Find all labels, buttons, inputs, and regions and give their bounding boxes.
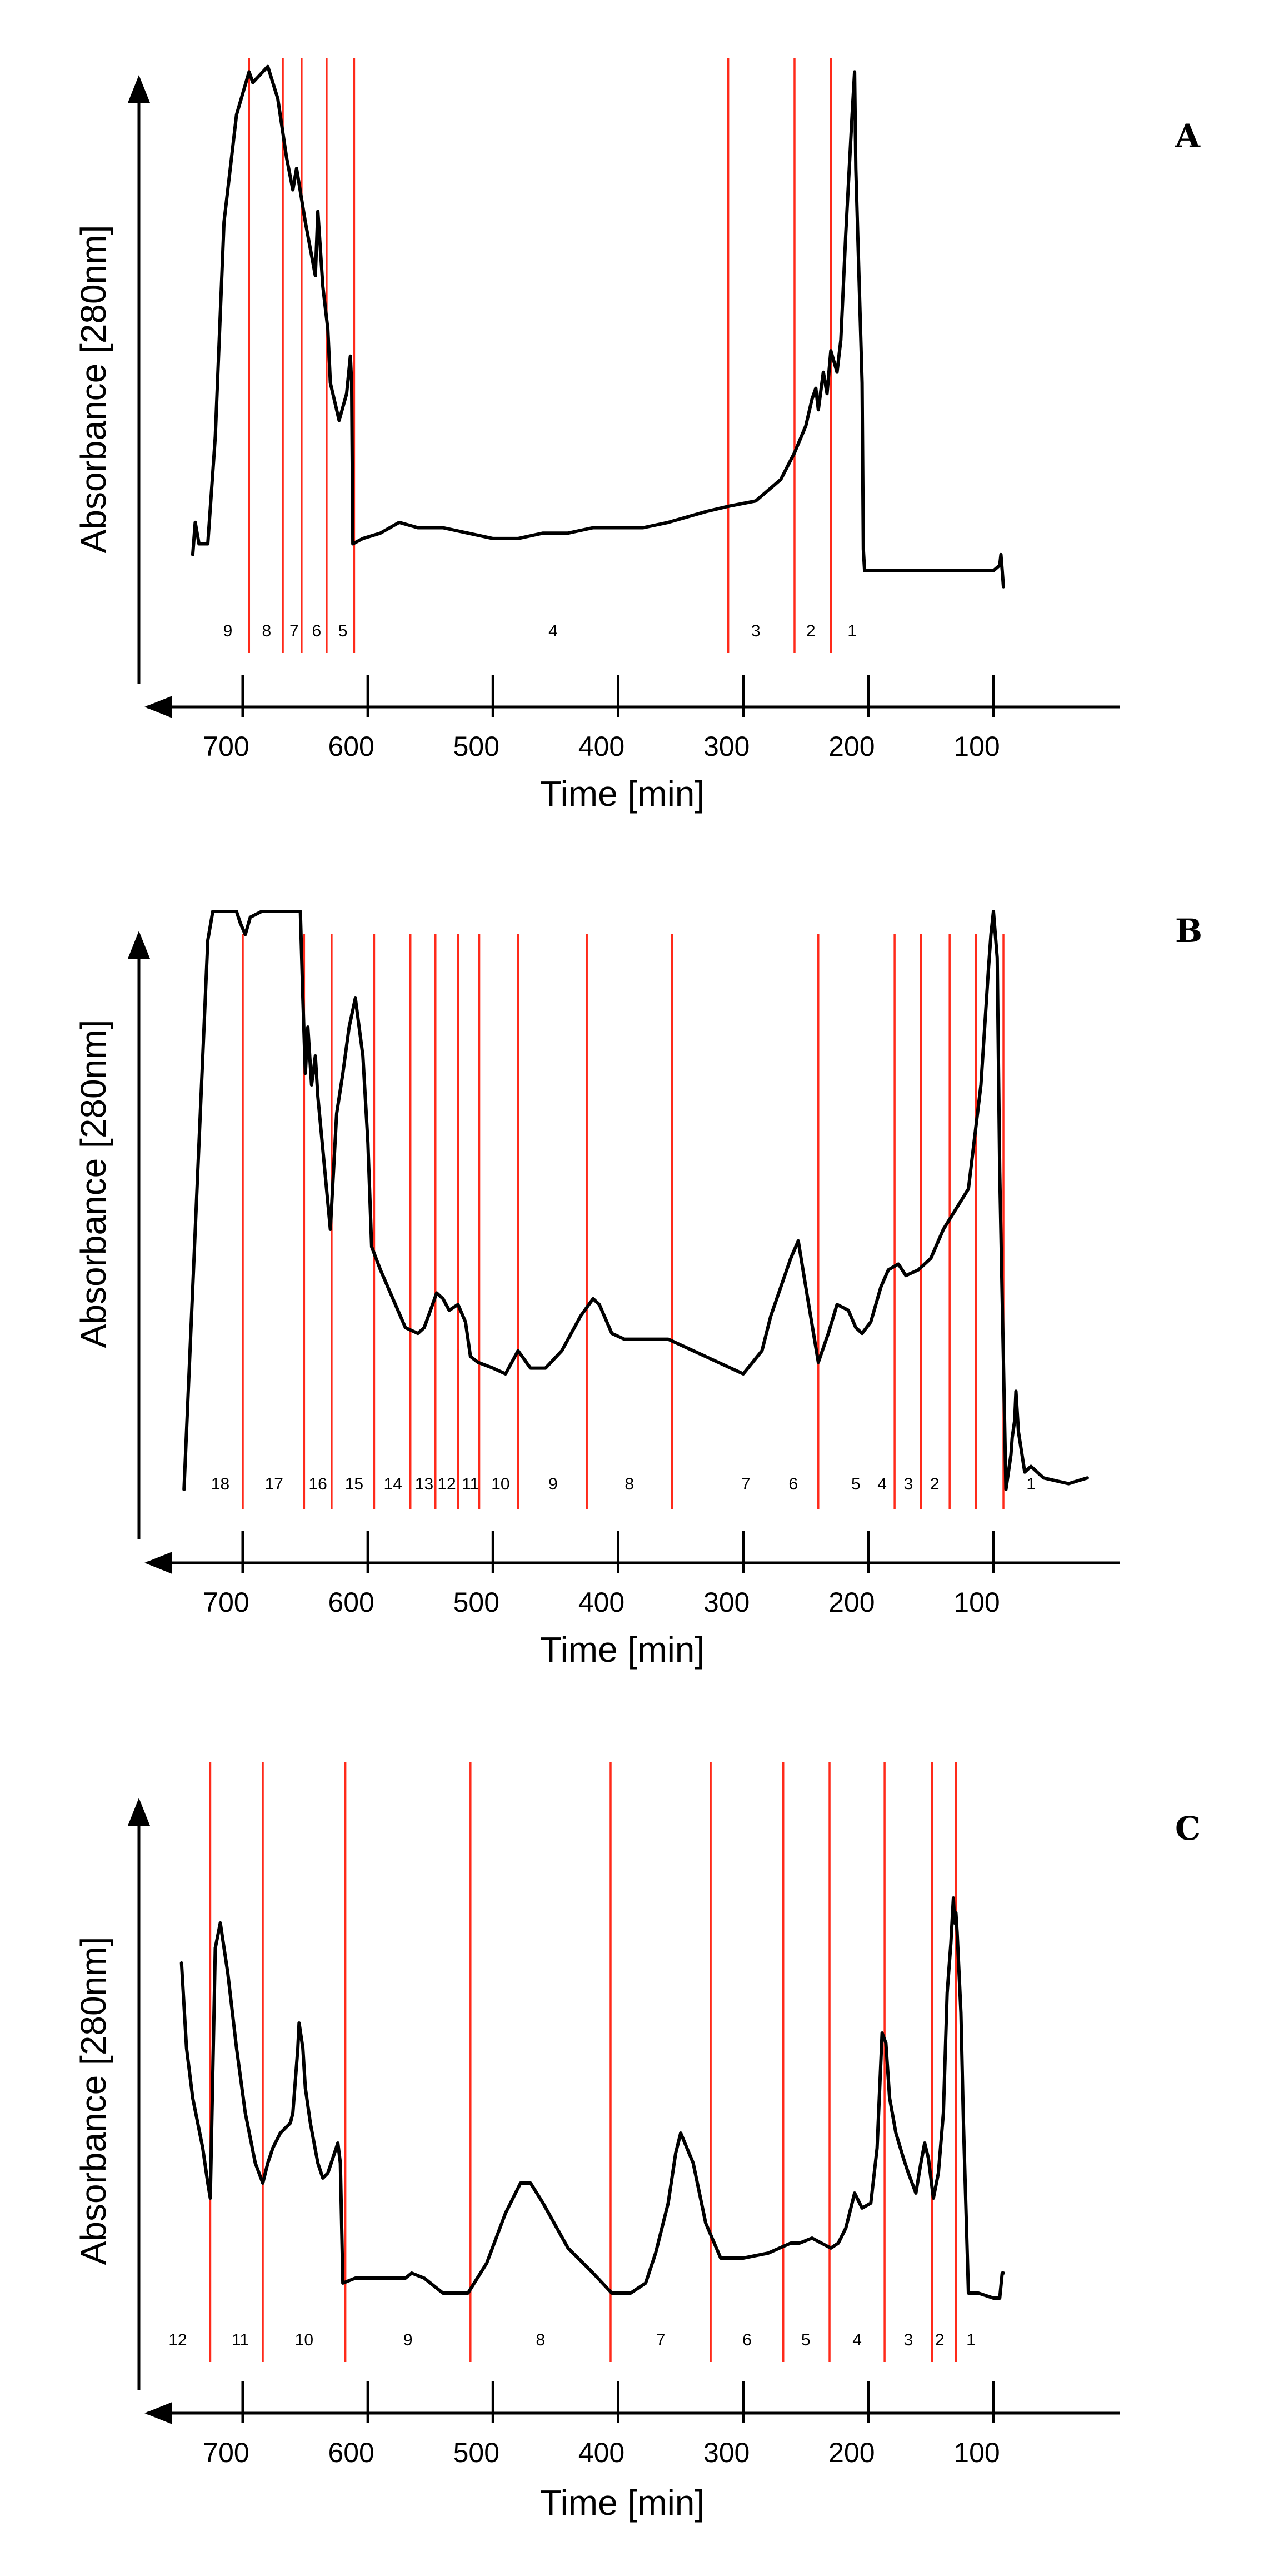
fraction-label-b-7: 7 xyxy=(741,1475,751,1493)
fraction-label-a-4: 4 xyxy=(548,622,558,640)
x-ticks-c xyxy=(241,2381,995,2423)
fraction-label-a-9: 9 xyxy=(223,622,233,640)
panel-letter-b: B xyxy=(1175,912,1202,950)
fraction-label-b-9: 9 xyxy=(548,1475,558,1493)
x-tick-label-a-500: 500 xyxy=(453,731,499,762)
fraction-label-b-18: 18 xyxy=(211,1475,229,1493)
fraction-label-b-8: 8 xyxy=(624,1475,634,1493)
absorbance-trace-b xyxy=(182,910,1089,1491)
y-axis-label-a: Absorbance [280nm] xyxy=(73,225,113,554)
x-ticks-b xyxy=(241,1531,995,1573)
fraction-label-b-1: 1 xyxy=(1026,1475,1036,1493)
fraction-label-c-8: 8 xyxy=(536,2331,546,2349)
fraction-label-c-9: 9 xyxy=(403,2331,413,2349)
fraction-label-b-14: 14 xyxy=(384,1475,402,1493)
fraction-label-b-10: 10 xyxy=(491,1475,509,1493)
fraction-label-a-6: 6 xyxy=(312,622,322,640)
x-tick-label-b-200: 200 xyxy=(828,1587,875,1618)
x-tick-label-a-600: 600 xyxy=(328,731,374,762)
x-tick-label-b-700: 700 xyxy=(203,1587,249,1618)
fraction-label-b-15: 15 xyxy=(345,1475,363,1493)
fraction-boundaries-a xyxy=(248,58,832,653)
x-tick-labels-c: 700 600 500 400 300 200 100 xyxy=(203,2437,1000,2468)
x-axis-label-c: Time [min] xyxy=(540,2483,705,2523)
fraction-label-a-5: 5 xyxy=(338,622,348,640)
y-axis-label-b: Absorbance [280nm] xyxy=(73,1020,113,1348)
x-tick-label-a-300: 300 xyxy=(703,731,750,762)
fraction-label-a-7: 7 xyxy=(289,622,299,640)
fraction-label-b-6: 6 xyxy=(788,1475,798,1493)
x-ticks-a xyxy=(241,675,995,717)
x-tick-label-a-100: 100 xyxy=(953,731,1000,762)
fraction-label-c-3: 3 xyxy=(904,2331,913,2349)
x-tick-label-b-500: 500 xyxy=(453,1587,499,1618)
fraction-label-a-8: 8 xyxy=(262,622,271,640)
x-tick-labels-a: 700 600 500 400 300 200 100 xyxy=(203,731,1000,762)
fraction-label-c-2: 2 xyxy=(935,2331,945,2349)
x-tick-label-c-100: 100 xyxy=(953,2437,1000,2468)
fraction-label-a-1: 1 xyxy=(847,622,857,640)
x-axis-label-b: Time [min] xyxy=(540,1630,705,1670)
fraction-label-b-3: 3 xyxy=(904,1475,913,1493)
fraction-label-c-6: 6 xyxy=(742,2331,752,2349)
y-axis-label-c: Absorbance [280nm] xyxy=(73,1937,113,2265)
x-tick-label-b-400: 400 xyxy=(578,1587,624,1618)
x-tick-label-c-200: 200 xyxy=(828,2437,875,2468)
x-tick-label-c-700: 700 xyxy=(203,2437,249,2468)
x-tick-label-c-300: 300 xyxy=(703,2437,750,2468)
panel-letter-a: A xyxy=(1175,117,1201,155)
fraction-boundaries-c xyxy=(209,1762,957,2362)
fraction-label-a-3: 3 xyxy=(751,622,761,640)
fraction-label-c-5: 5 xyxy=(801,2331,811,2349)
x-tick-label-b-300: 300 xyxy=(703,1587,750,1618)
fraction-label-b-12: 12 xyxy=(437,1475,456,1493)
x-tick-label-a-700: 700 xyxy=(203,731,249,762)
x-tick-label-b-100: 100 xyxy=(953,1587,1000,1618)
x-tick-label-b-600: 600 xyxy=(328,1587,374,1618)
x-tick-label-c-600: 600 xyxy=(328,2437,374,2468)
x-tick-label-a-200: 200 xyxy=(828,731,875,762)
fraction-label-c-4: 4 xyxy=(852,2331,862,2349)
x-tick-label-a-400: 400 xyxy=(578,731,624,762)
fraction-label-b-5: 5 xyxy=(851,1475,861,1493)
absorbance-trace-c xyxy=(179,1896,1005,2300)
fraction-label-a-2: 2 xyxy=(806,622,816,640)
fraction-label-c-10: 10 xyxy=(295,2331,313,2349)
fraction-label-c-7: 7 xyxy=(656,2331,666,2349)
x-tick-label-c-400: 400 xyxy=(578,2437,624,2468)
fraction-label-c-1: 1 xyxy=(966,2331,976,2349)
fraction-label-c-11: 11 xyxy=(232,2331,249,2349)
panel-b: B Absorbance [280nm] 1234567891011121314… xyxy=(73,910,1202,1670)
x-tick-label-c-500: 500 xyxy=(453,2437,499,2468)
fraction-label-b-4: 4 xyxy=(877,1475,887,1493)
x-axis-label-a: Time [min] xyxy=(540,774,705,814)
fraction-label-b-2: 2 xyxy=(930,1475,940,1493)
fraction-label-b-11: 11 xyxy=(462,1475,479,1493)
fraction-label-b-17: 17 xyxy=(265,1475,283,1493)
x-tick-labels-b: 700 600 500 400 300 200 100 xyxy=(203,1587,1000,1618)
panel-letter-c: C xyxy=(1175,1810,1201,1847)
fraction-label-b-13: 13 xyxy=(415,1475,433,1493)
fraction-label-b-16: 16 xyxy=(308,1475,327,1493)
absorbance-trace-a xyxy=(191,64,1005,589)
fraction-label-c-12: 12 xyxy=(168,2331,187,2349)
